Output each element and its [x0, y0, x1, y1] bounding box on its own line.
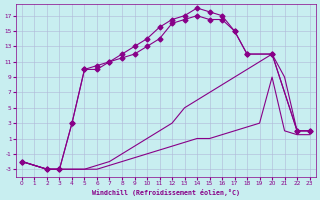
X-axis label: Windchill (Refroidissement éolien,°C): Windchill (Refroidissement éolien,°C) [92, 189, 240, 196]
